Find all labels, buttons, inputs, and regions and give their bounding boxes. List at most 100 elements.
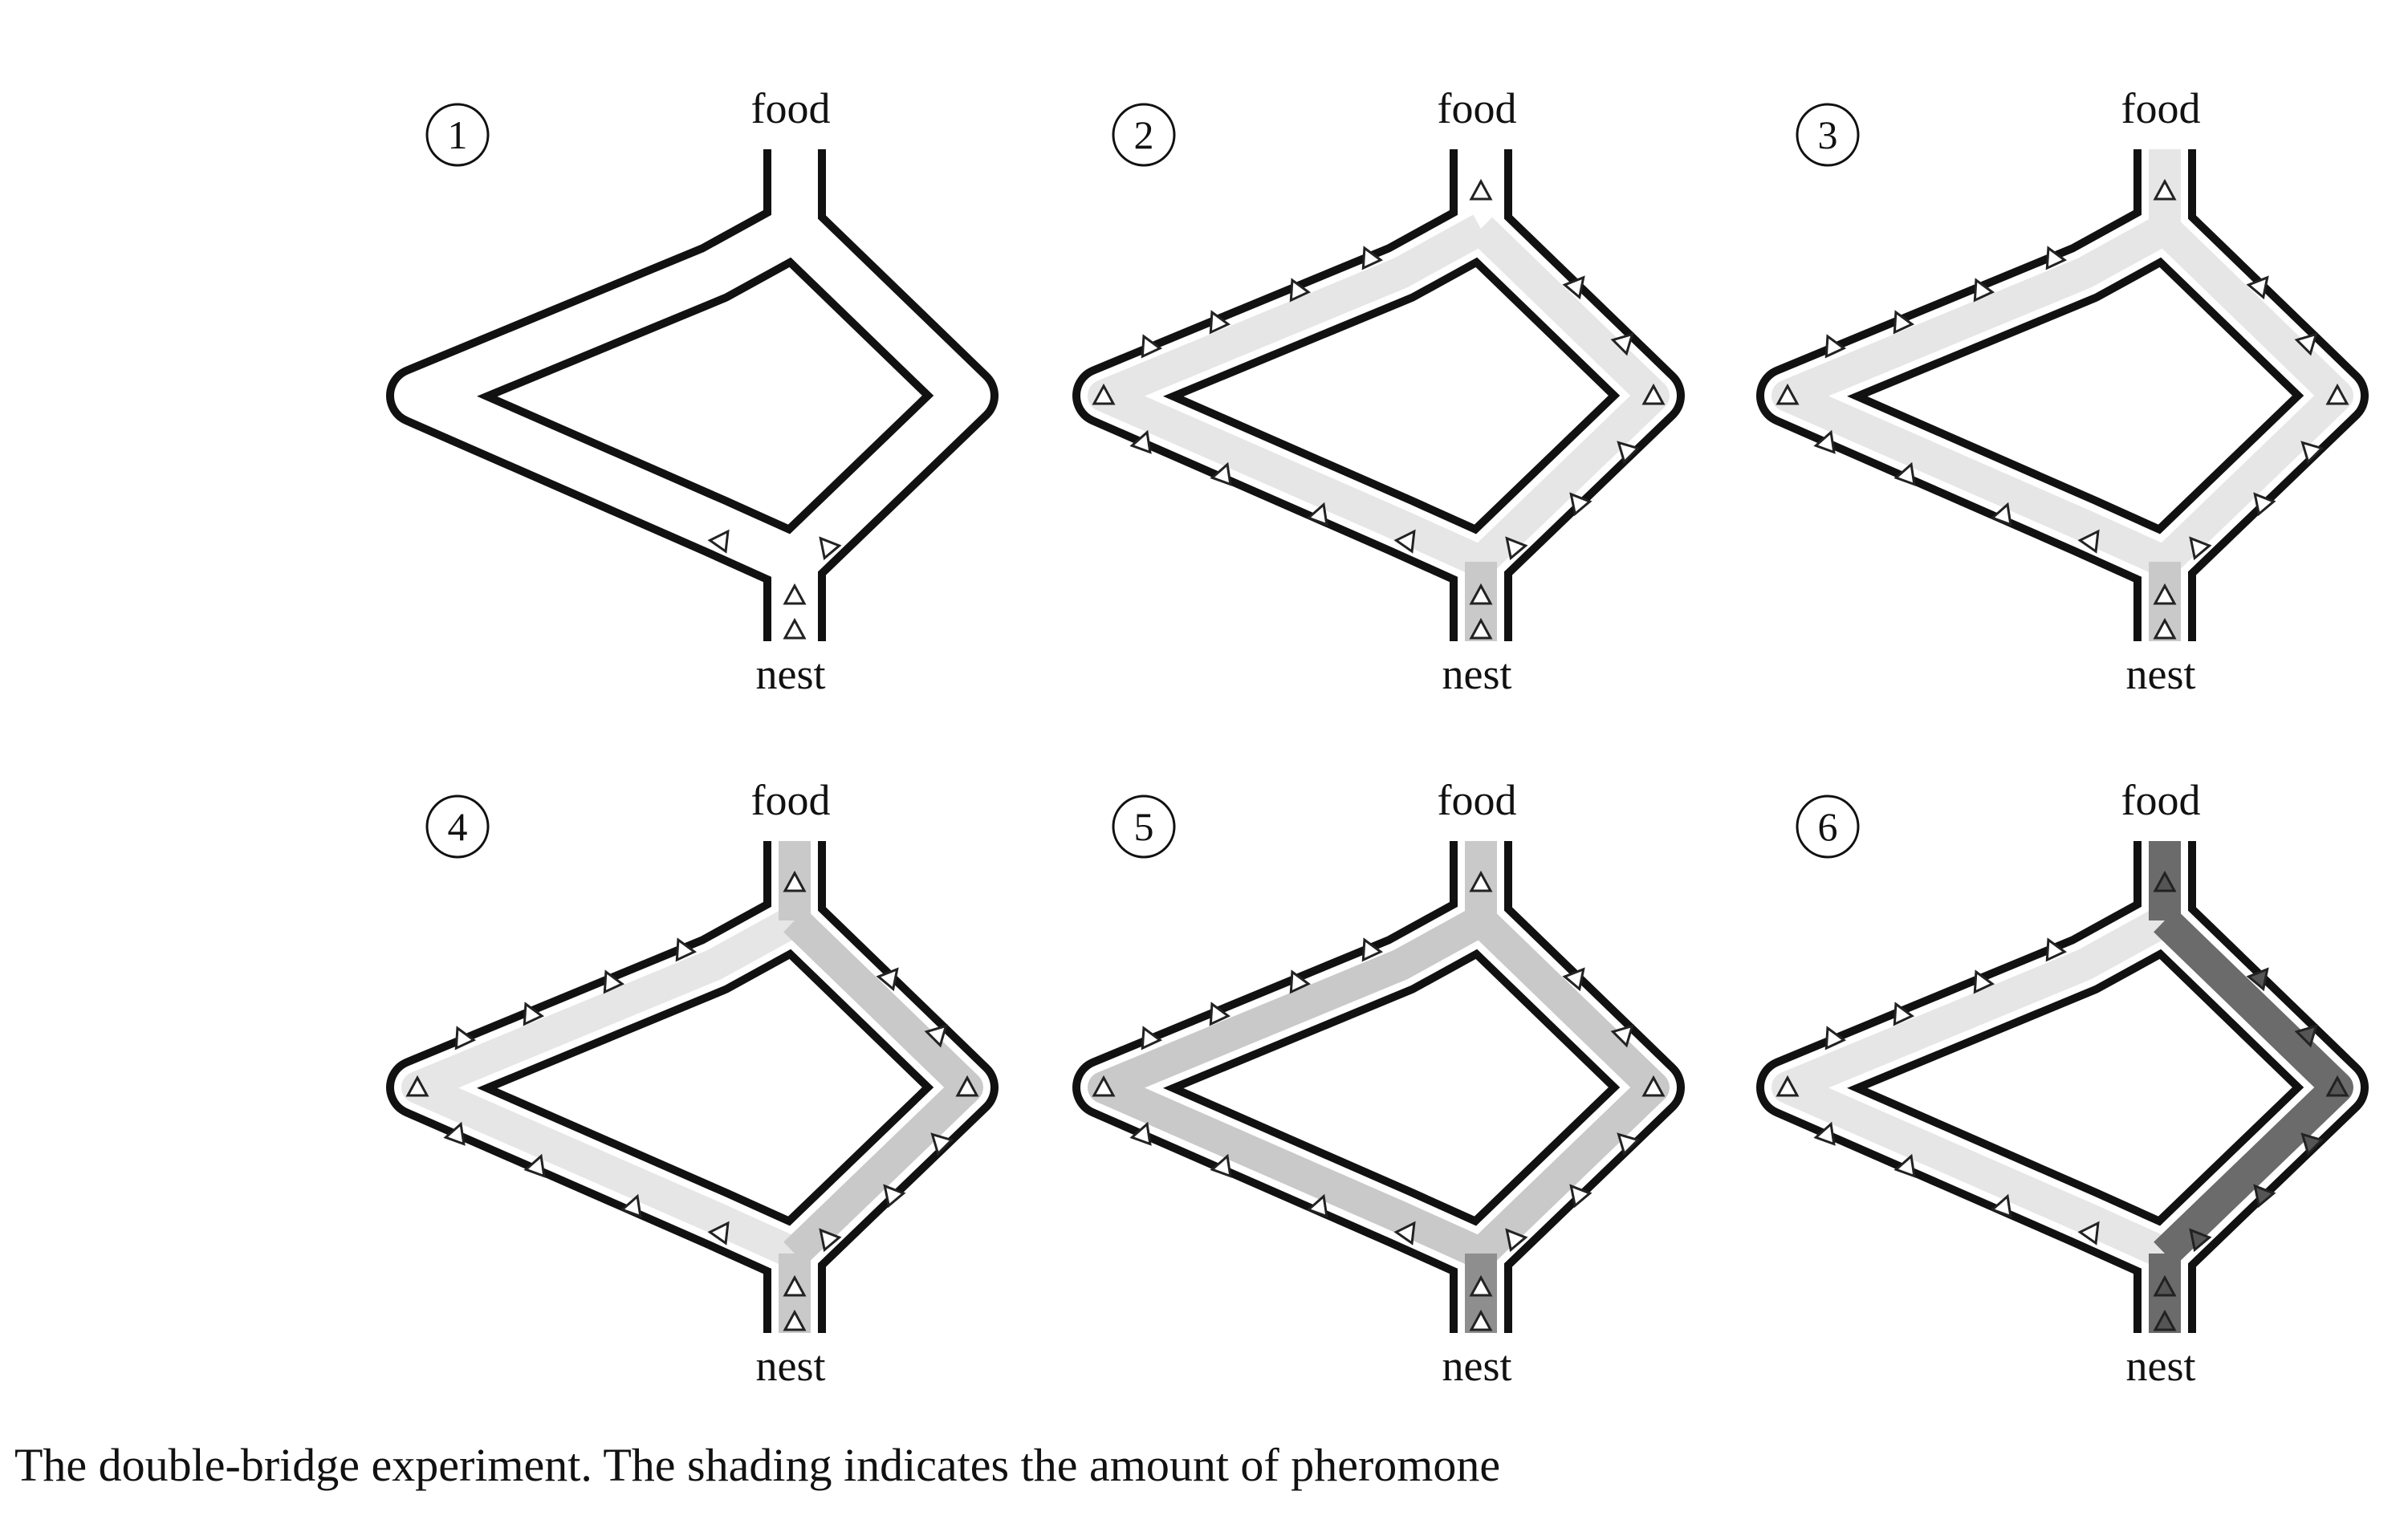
ant-marker: [1469, 617, 1493, 640]
ant-marker: [1569, 1184, 1592, 1209]
ant-marker: [1092, 383, 1116, 405]
ant-marker: [2246, 275, 2269, 300]
nest-opening: [759, 1333, 831, 1343]
ant-marker: [1306, 1193, 1328, 1218]
long-branch-corridor: [1080, 144, 1504, 646]
ant-marker: [1562, 967, 1585, 992]
food-label: food: [751, 84, 831, 132]
ant-marker: [955, 1075, 979, 1097]
ant-marker: [620, 1193, 642, 1218]
nest-label: nest: [756, 1342, 826, 1390]
food-label: food: [751, 776, 831, 824]
ant-marker: [2153, 178, 2177, 201]
ant-marker: [2045, 246, 2068, 270]
nest-opening: [2129, 1333, 2201, 1343]
ant-marker: [2153, 617, 2177, 640]
ant-marker: [2294, 1024, 2318, 1048]
ant-marker: [2189, 536, 2212, 561]
ant-marker: [675, 937, 698, 962]
ant-marker: [1129, 429, 1152, 454]
ant-marker: [1813, 1121, 1836, 1146]
panel-number-circle: [1796, 103, 1860, 167]
ant-marker: [1289, 969, 1312, 994]
ant-marker: [1617, 441, 1641, 465]
ant-marker: [876, 967, 899, 992]
food-label: food: [1438, 776, 1517, 824]
ant-marker: [883, 1184, 906, 1209]
ant-marker: [1893, 310, 1915, 335]
ant-marker: [1129, 1121, 1152, 1146]
food-label: food: [2121, 776, 2201, 824]
long-branch-corridor: [1080, 836, 1504, 1338]
ant-marker: [1306, 502, 1328, 526]
ant-marker: [2300, 441, 2325, 465]
short-branch-corridor: [778, 212, 990, 579]
ant-marker: [1469, 583, 1493, 605]
long-branch-corridor: [394, 144, 818, 646]
nest-opening: [2129, 641, 2201, 651]
panel-5: 5 food nest: [1072, 776, 1685, 1390]
ant-marker: [1141, 1026, 1163, 1050]
ant-marker: [2077, 1221, 2100, 1246]
ant-marker: [603, 969, 625, 994]
ant-marker: [405, 1075, 429, 1097]
ant-marker: [2300, 1132, 2325, 1156]
ant-marker: [2045, 937, 2068, 962]
ant-marker: [2153, 1274, 2177, 1297]
panel-4: 4 food nest: [386, 776, 999, 1390]
panel-number-circle: [1112, 794, 1176, 859]
ant-marker: [1361, 937, 1384, 962]
panel-number: 6: [1818, 804, 1838, 849]
panel-1: 1 food nest: [386, 84, 999, 698]
ant-marker: [1469, 178, 1493, 201]
nest-label: nest: [2126, 650, 2196, 698]
ant-marker: [1469, 870, 1493, 892]
long-branch-corridor: [1764, 144, 2188, 646]
food-opening: [1445, 831, 1517, 841]
ant-marker: [1775, 1075, 1800, 1097]
ant-marker: [783, 1309, 807, 1331]
ant-marker: [1393, 1221, 1416, 1246]
panel-number-circle: [1796, 794, 1860, 859]
ant-marker: [783, 617, 807, 640]
panel-number-circle: [1112, 103, 1176, 167]
food-label: food: [2121, 84, 2201, 132]
ant-marker: [1990, 502, 2012, 526]
ant-marker: [523, 1002, 545, 1026]
ant-marker: [1210, 1153, 1232, 1178]
ant-marker: [454, 1026, 477, 1050]
ant-marker: [1617, 1132, 1641, 1156]
panel-2: 2 food nest: [1072, 84, 1685, 698]
nest-opening: [1445, 1333, 1517, 1343]
panel-number: 5: [1134, 804, 1154, 849]
ant-marker: [1973, 969, 1995, 994]
ant-marker: [1641, 383, 1666, 405]
ant-marker: [1469, 1309, 1493, 1331]
panel-number-circle: [425, 794, 490, 859]
ant-marker: [924, 1024, 948, 1048]
ant-marker: [1141, 334, 1163, 359]
food-label: food: [1438, 84, 1517, 132]
panel-number: 1: [448, 112, 468, 157]
nest-opening: [1445, 641, 1517, 651]
ant-marker: [2325, 1075, 2349, 1097]
nest-label: nest: [2126, 1342, 2196, 1390]
ant-marker: [1209, 310, 1231, 335]
ant-marker: [2325, 383, 2349, 405]
food-opening: [1445, 140, 1517, 149]
ant-marker: [1824, 334, 1847, 359]
ant-marker: [1562, 275, 1585, 300]
ant-marker: [2153, 1309, 2177, 1331]
panel-number: 3: [1818, 112, 1838, 157]
food-opening: [2129, 831, 2201, 841]
long-branch-corridor: [1764, 836, 2188, 1338]
ant-marker: [2153, 583, 2177, 605]
ant-marker: [2153, 870, 2177, 892]
ant-marker: [1469, 1274, 1493, 1297]
ant-marker: [1813, 429, 1836, 454]
ant-marker: [1289, 278, 1312, 303]
ant-marker: [819, 1228, 842, 1253]
nest-opening: [759, 641, 831, 651]
ant-marker: [1092, 1075, 1116, 1097]
